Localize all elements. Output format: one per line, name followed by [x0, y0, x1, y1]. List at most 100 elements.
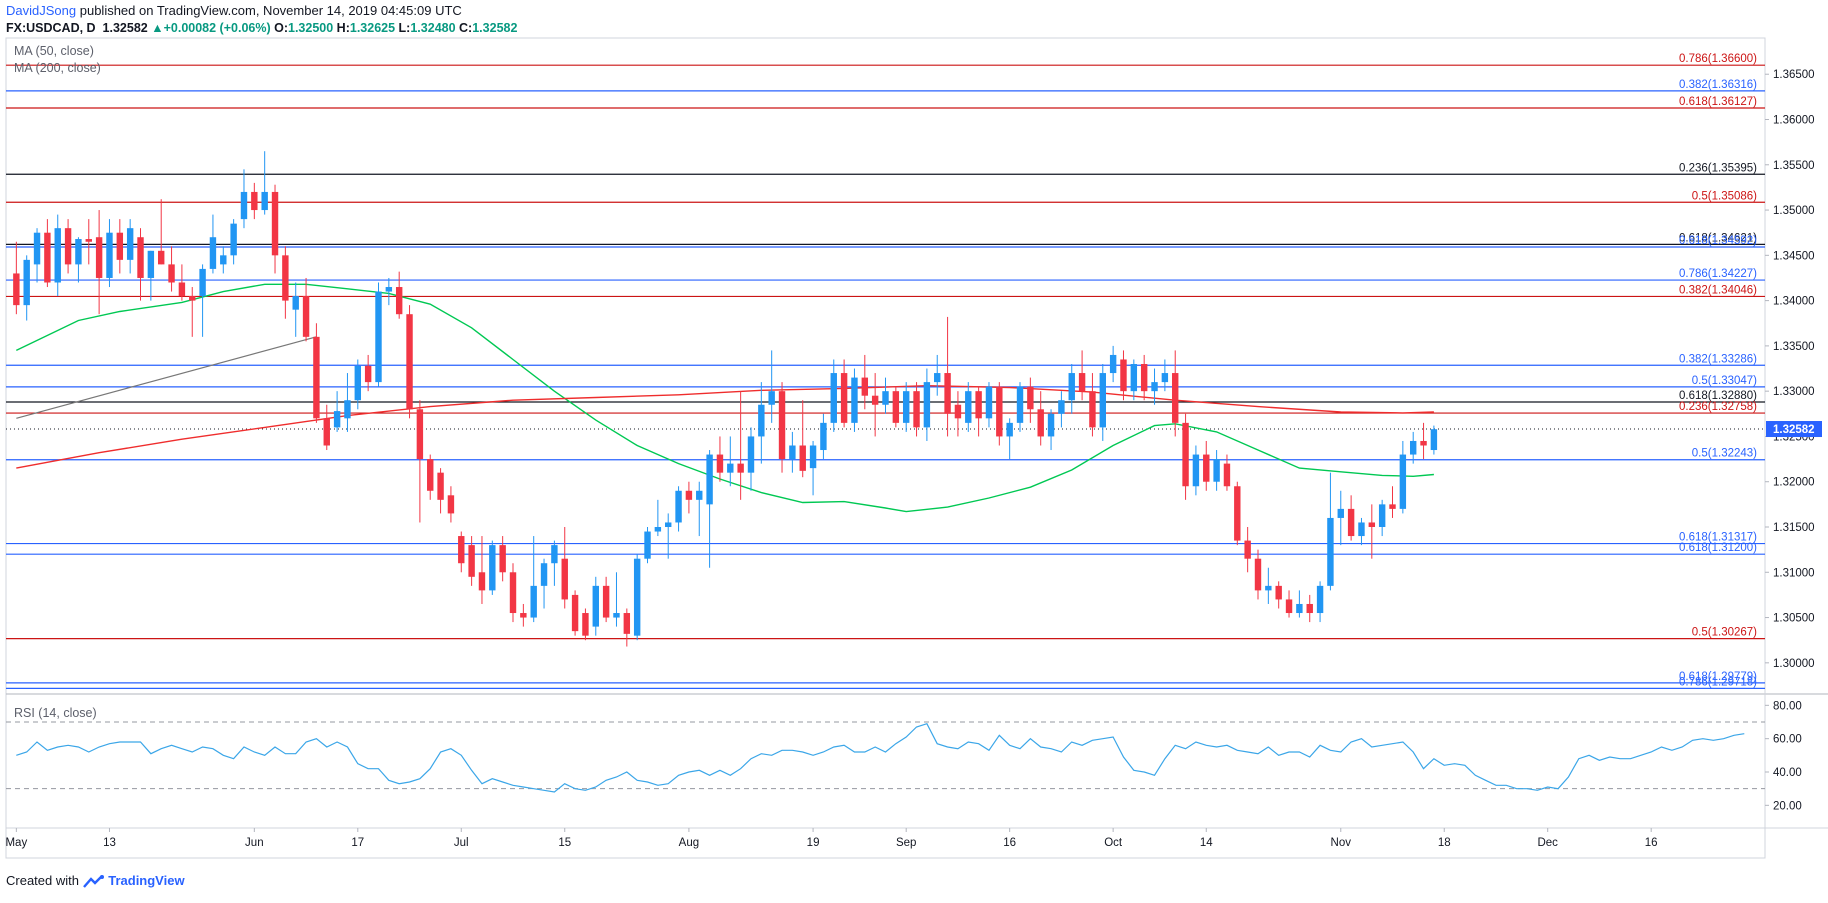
candle-body	[1327, 517, 1334, 586]
candle-body	[323, 418, 330, 446]
candle-body	[1316, 585, 1324, 614]
time-tick-label: 14	[1200, 837, 1213, 849]
candle-body	[427, 459, 434, 491]
candle-body	[561, 558, 568, 600]
candle-body	[1172, 373, 1179, 423]
candle-body	[126, 228, 134, 260]
last-price-tag	[1766, 421, 1822, 438]
time-tick-label: Jun	[245, 837, 264, 849]
rsi-legend[interactable]: RSI (14, close)	[14, 706, 97, 720]
candle-body	[1254, 558, 1262, 591]
candle-body	[985, 386, 993, 419]
tradingview-brand[interactable]: TradingView	[108, 873, 185, 888]
last-price-tag-label: 1.32582	[1773, 424, 1815, 436]
candle-body	[902, 391, 910, 423]
candle-body	[385, 287, 393, 292]
candle-body	[13, 273, 20, 306]
fib-level-label: 0.618(1.31317)	[1679, 532, 1757, 544]
candle-body	[1203, 454, 1210, 482]
price-tick-label: 1.35500	[1773, 160, 1815, 172]
candle-body	[851, 377, 858, 423]
candle-body	[1296, 603, 1303, 614]
low-label: L:	[398, 21, 411, 35]
fib-level-label: 0.618(1.34621)	[1679, 232, 1757, 244]
candle-body	[1347, 508, 1355, 537]
ma50-legend[interactable]: MA (50, close)	[14, 44, 94, 58]
ma200-legend[interactable]: MA (200, close)	[14, 61, 101, 75]
candle-body	[261, 191, 268, 211]
price-tick-label: 1.30500	[1773, 613, 1815, 625]
candle-body	[768, 391, 775, 405]
candle-body	[613, 613, 620, 618]
fib-level-label: 0.382(1.36316)	[1679, 79, 1757, 91]
open-value: 1.32500	[288, 21, 334, 35]
candle-body	[509, 572, 517, 614]
candle-body	[1358, 522, 1365, 537]
candle-body	[1213, 459, 1220, 482]
price-tick-label: 1.30000	[1773, 658, 1815, 670]
candle-body	[189, 296, 196, 301]
publish-line: DavidJSong published on TradingView.com,…	[6, 3, 462, 18]
candle-body	[1265, 585, 1272, 591]
candle-body	[685, 490, 693, 500]
time-tick-label: Sep	[896, 837, 916, 849]
candle-body	[1120, 359, 1127, 392]
candle-body	[85, 239, 92, 242]
fib-level-label: 0.786(1.29718)	[1679, 676, 1757, 688]
candle-body	[975, 391, 982, 419]
time-tick-label: May	[5, 837, 27, 849]
candle-body	[437, 472, 444, 500]
candle-body	[1037, 409, 1044, 437]
price-tick-label: 1.34500	[1773, 250, 1815, 262]
candle-body	[64, 228, 72, 265]
price-tick-label: 1.31500	[1773, 522, 1815, 534]
candle-body	[1409, 440, 1417, 455]
candle-body	[965, 391, 972, 423]
candle-body	[406, 314, 413, 410]
candle-body	[1161, 373, 1169, 383]
candle-body	[292, 296, 299, 310]
time-tick-label: 16	[1003, 837, 1016, 849]
candle-body	[271, 191, 279, 256]
symbol-label: FX:USDCAD, D	[6, 21, 96, 35]
candle-body	[1078, 373, 1086, 392]
candle-body	[23, 259, 30, 306]
price-tick-label: 1.36500	[1773, 69, 1815, 81]
candle-body	[571, 594, 579, 632]
candle-body	[1275, 585, 1282, 600]
candle-body	[778, 391, 786, 460]
candle-body	[220, 255, 227, 265]
chart-frame	[5, 37, 1766, 859]
candle-body	[251, 191, 258, 211]
candle-body	[354, 365, 362, 401]
candle-body	[137, 237, 144, 278]
time-tick-label: 19	[807, 837, 820, 849]
candle-body	[313, 336, 320, 419]
candle-body	[675, 490, 682, 523]
fib-level-label: 0.618(1.36127)	[1679, 96, 1757, 108]
candle-body	[1058, 400, 1065, 414]
author-link[interactable]: DavidJSong	[6, 3, 77, 18]
candle-body	[551, 545, 558, 564]
symbol-line: FX:USDCAD, D 1.32582 ▲+0.00082 (+0.06%) …	[6, 21, 517, 35]
candle-body	[996, 386, 1003, 437]
candle-body	[1378, 504, 1386, 527]
time-tick-label: Dec	[1537, 837, 1558, 849]
candle-body	[1016, 386, 1024, 423]
candle-body	[147, 250, 155, 278]
tradingview-logo-icon	[82, 874, 104, 888]
candle-body	[1006, 422, 1013, 437]
fib-level-label: 0.618(1.32880)	[1679, 390, 1757, 402]
candle-body	[1140, 364, 1148, 392]
open-label: O:	[274, 21, 288, 35]
price-tick-label: 1.34000	[1773, 296, 1815, 308]
main-pane: 0.786(1.36600) 0.382(1.36316) 0.618(1.3612…	[6, 53, 1765, 689]
price-tick-label: 1.33500	[1773, 341, 1815, 353]
candle-body	[478, 572, 486, 591]
candle-body	[654, 527, 662, 532]
fib-level-label: 0.5(1.30267)	[1692, 627, 1757, 639]
candle-body	[696, 490, 703, 500]
candle-body	[540, 563, 548, 586]
candle-body	[789, 445, 796, 460]
candle-body	[892, 391, 900, 423]
